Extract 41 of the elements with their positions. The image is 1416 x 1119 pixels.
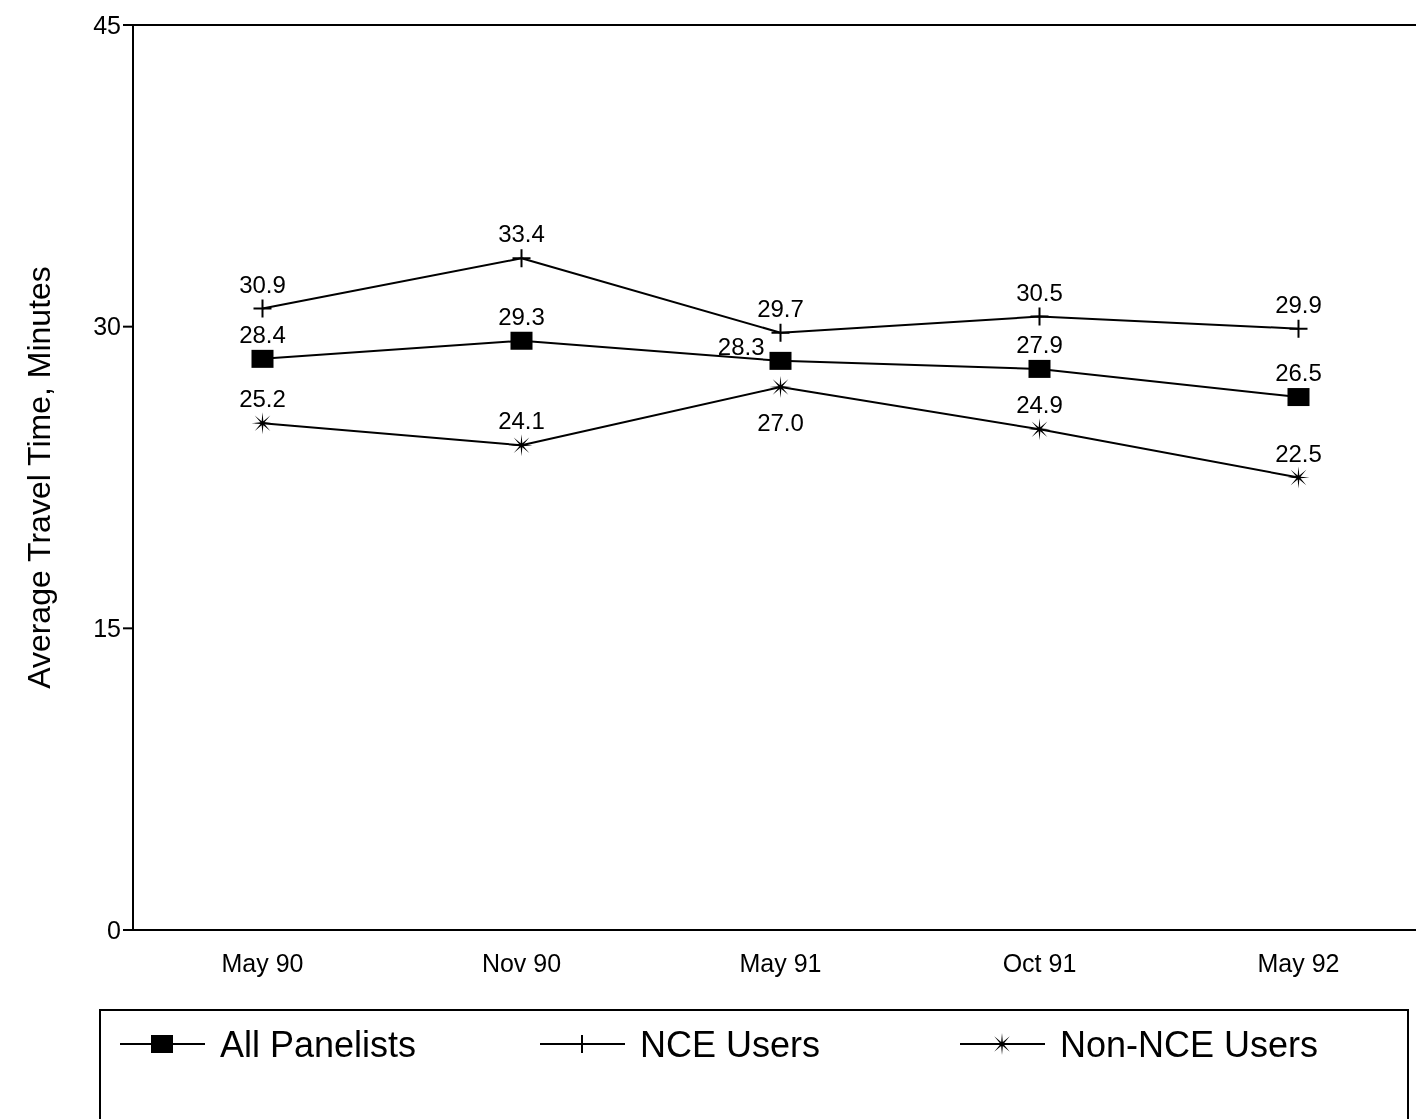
point	[511, 248, 532, 269]
data-label: 26.5	[1275, 359, 1322, 387]
point	[1287, 466, 1310, 489]
data-label: 30.5	[1016, 278, 1063, 306]
point	[1028, 418, 1051, 441]
data-label: 27.9	[1016, 330, 1063, 358]
data-label: 25.2	[239, 385, 286, 413]
point	[510, 331, 533, 350]
legend-label: Non-NCE Users	[1060, 1023, 1319, 1065]
point	[770, 322, 791, 343]
point	[1287, 388, 1310, 407]
data-label: 28.4	[239, 320, 286, 348]
legend-label: NCE Users	[640, 1023, 821, 1065]
point	[769, 351, 792, 370]
data-label: 28.3	[717, 332, 765, 360]
data-label: 29.9	[1275, 290, 1322, 318]
point	[252, 298, 273, 319]
x-tick-label: Oct 91	[1002, 949, 1077, 977]
data-label: 33.4	[498, 220, 545, 248]
data-label: 24.9	[1016, 391, 1063, 419]
point	[251, 349, 274, 368]
x-tick-label: May 91	[739, 949, 822, 977]
x-tick-label: May 90	[221, 949, 304, 977]
data-label: 30.9	[239, 270, 286, 298]
y-tick-label: 15	[93, 614, 121, 643]
legend-label: All Panelists	[220, 1023, 417, 1065]
point	[1029, 306, 1050, 327]
data-label: 24.1	[498, 407, 545, 435]
data-label: 29.3	[498, 302, 545, 330]
y-axis-title: Average Travel Time, Minutes	[21, 266, 57, 689]
y-tick-label: 30	[93, 312, 121, 341]
x-tick-label: Nov 90	[481, 949, 562, 977]
y-tick-label: 0	[107, 915, 121, 944]
x-tick-label: May 92	[1257, 949, 1340, 977]
point	[1288, 318, 1309, 339]
data-label: 29.7	[757, 294, 804, 322]
point	[1028, 359, 1051, 378]
y-tick-label: 45	[93, 10, 121, 39]
data-label: 27.0	[757, 409, 804, 436]
point	[510, 434, 533, 457]
data-label: 22.5	[1275, 439, 1322, 467]
